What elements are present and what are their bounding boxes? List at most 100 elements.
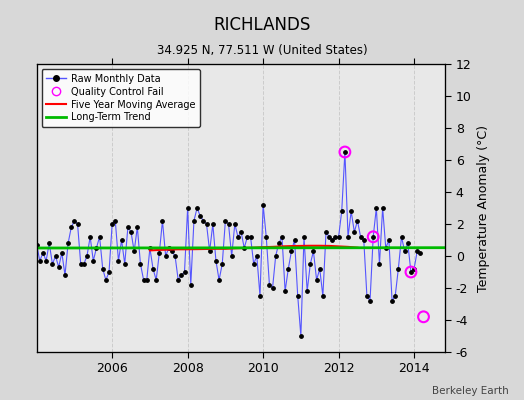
Point [80, 261, 88, 267]
Point [190, 218, 198, 224]
Point [196, 213, 204, 219]
Point [152, 277, 160, 283]
Legend: Raw Monthly Data, Quality Control Fail, Five Year Moving Average, Long-Term Tren: Raw Monthly Data, Quality Control Fail, … [41, 69, 200, 127]
Point [111, 218, 119, 224]
Point [193, 205, 201, 211]
Point [42, 258, 50, 264]
Point [290, 237, 299, 243]
Point [168, 248, 176, 254]
Point [300, 234, 308, 240]
Point [92, 245, 101, 251]
Point [139, 277, 148, 283]
Point [375, 261, 384, 267]
Point [146, 245, 154, 251]
Point [394, 266, 402, 272]
Point [337, 208, 346, 214]
Point [350, 229, 358, 235]
Point [262, 234, 270, 240]
Point [187, 282, 195, 288]
Point [341, 149, 349, 155]
Point [268, 285, 277, 291]
Point [410, 266, 418, 272]
Point [199, 218, 208, 224]
Point [240, 245, 248, 251]
Point [344, 234, 352, 240]
Point [161, 253, 170, 259]
Point [297, 333, 305, 339]
Point [209, 221, 217, 227]
Point [385, 237, 393, 243]
Point [174, 277, 182, 283]
Point [306, 261, 314, 267]
Y-axis label: Temperature Anomaly (°C): Temperature Anomaly (°C) [477, 124, 490, 292]
Point [133, 224, 141, 230]
Point [287, 248, 296, 254]
Point [237, 229, 245, 235]
Point [325, 234, 333, 240]
Point [407, 269, 415, 275]
Point [278, 234, 286, 240]
Point [48, 261, 57, 267]
Point [413, 248, 421, 254]
Point [89, 258, 97, 264]
Point [234, 234, 242, 240]
Point [32, 242, 41, 248]
Point [177, 272, 185, 278]
Point [180, 269, 189, 275]
Point [155, 250, 163, 256]
Point [73, 221, 82, 227]
Point [366, 298, 374, 304]
Point [202, 221, 211, 227]
Point [284, 266, 292, 272]
Point [83, 253, 91, 259]
Point [341, 149, 349, 155]
Point [183, 205, 192, 211]
Point [281, 288, 289, 294]
Point [212, 258, 220, 264]
Point [391, 293, 399, 299]
Point [315, 266, 324, 272]
Point [143, 277, 151, 283]
Point [249, 261, 258, 267]
Text: Berkeley Earth: Berkeley Earth [432, 386, 508, 396]
Point [259, 202, 267, 208]
Point [369, 234, 377, 240]
Point [114, 258, 123, 264]
Point [39, 250, 47, 256]
Point [224, 221, 233, 227]
Point [369, 234, 377, 240]
Point [58, 250, 66, 256]
Point [51, 253, 60, 259]
Point [312, 277, 321, 283]
Point [149, 266, 157, 272]
Point [121, 261, 129, 267]
Point [356, 234, 365, 240]
Point [130, 248, 138, 254]
Point [95, 234, 104, 240]
Point [205, 248, 214, 254]
Point [253, 253, 261, 259]
Point [419, 314, 428, 320]
Point [331, 234, 340, 240]
Point [243, 234, 252, 240]
Point [353, 218, 362, 224]
Point [158, 218, 167, 224]
Point [372, 205, 380, 211]
Point [221, 218, 230, 224]
Point [70, 218, 79, 224]
Point [227, 253, 236, 259]
Point [127, 229, 135, 235]
Point [124, 224, 132, 230]
Text: RICHLANDS: RICHLANDS [213, 16, 311, 34]
Point [271, 253, 280, 259]
Point [293, 293, 302, 299]
Point [322, 229, 330, 235]
Point [388, 298, 396, 304]
Point [407, 269, 415, 275]
Point [171, 253, 179, 259]
Point [381, 245, 390, 251]
Point [400, 248, 409, 254]
Point [328, 237, 336, 243]
Point [54, 264, 63, 270]
Point [77, 261, 85, 267]
